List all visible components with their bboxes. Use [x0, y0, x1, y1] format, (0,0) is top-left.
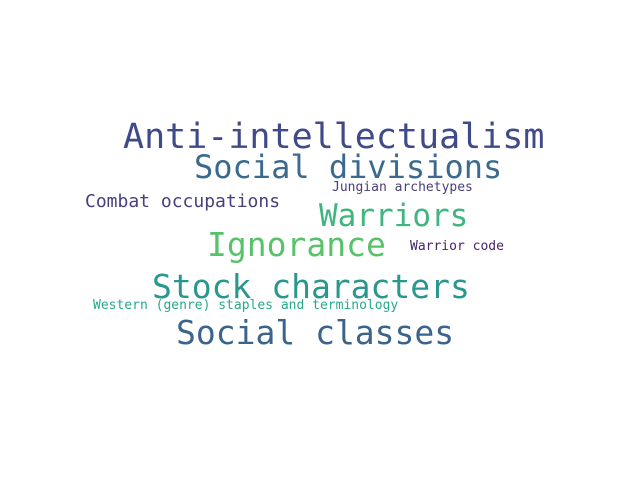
word-stock-characters: Stock characters: [152, 267, 470, 306]
word-social-divisions: Social divisions: [194, 148, 503, 186]
word-combat-occupations: Combat occupations: [85, 191, 281, 212]
word-jungian-archetypes: Jungian archetypes: [332, 180, 473, 195]
word-warrior-code: Warrior code: [410, 239, 504, 254]
word-warriors: Warriors: [319, 198, 469, 234]
word-ignorance: Ignorance: [207, 225, 386, 264]
word-social-classes: Social classes: [176, 313, 455, 352]
word-western-genre-staples: Western (genre) staples and terminology: [93, 298, 399, 313]
word-anti-intellectualism: Anti-intellectualism: [123, 117, 545, 157]
